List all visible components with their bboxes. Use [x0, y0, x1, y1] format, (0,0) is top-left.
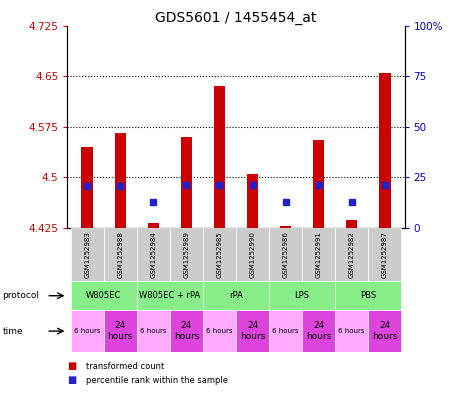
- Bar: [280, 226, 292, 228]
- Bar: [114, 134, 126, 228]
- Text: PBS: PBS: [360, 291, 376, 300]
- Text: time: time: [2, 327, 23, 336]
- Title: GDS5601 / 1455454_at: GDS5601 / 1455454_at: [155, 11, 317, 24]
- Bar: [180, 137, 192, 228]
- Text: ■: ■: [67, 375, 77, 386]
- Bar: [247, 174, 258, 228]
- Text: GSM1252991: GSM1252991: [316, 231, 322, 278]
- Text: GSM1252989: GSM1252989: [183, 231, 189, 278]
- Bar: [170, 228, 203, 281]
- Text: 6 hours: 6 hours: [206, 328, 232, 334]
- Text: 24
hours: 24 hours: [107, 321, 133, 341]
- Text: 6 hours: 6 hours: [140, 328, 166, 334]
- Bar: [269, 228, 302, 281]
- Bar: [269, 310, 302, 352]
- Text: 24
hours: 24 hours: [174, 321, 199, 341]
- Bar: [368, 310, 401, 352]
- Bar: [137, 281, 203, 310]
- Text: GSM1252985: GSM1252985: [217, 231, 222, 278]
- Bar: [71, 228, 104, 281]
- Text: W805EC + rPA: W805EC + rPA: [139, 291, 200, 300]
- Bar: [203, 310, 236, 352]
- Text: transformed count: transformed count: [86, 362, 164, 371]
- Text: GSM1252983: GSM1252983: [84, 231, 90, 278]
- Bar: [335, 228, 368, 281]
- Text: GSM1252990: GSM1252990: [250, 231, 255, 278]
- Bar: [104, 310, 137, 352]
- Text: W805EC: W805EC: [86, 291, 121, 300]
- Bar: [379, 73, 391, 228]
- Text: GSM1252982: GSM1252982: [349, 231, 355, 278]
- Text: 24
hours: 24 hours: [240, 321, 265, 341]
- Text: ■: ■: [67, 361, 77, 371]
- Bar: [269, 281, 335, 310]
- Text: GSM1252988: GSM1252988: [117, 231, 123, 278]
- Bar: [346, 220, 358, 228]
- Text: protocol: protocol: [2, 291, 40, 300]
- Bar: [368, 228, 401, 281]
- Text: rPA: rPA: [229, 291, 243, 300]
- Bar: [313, 140, 325, 228]
- Bar: [170, 310, 203, 352]
- Text: GSM1252986: GSM1252986: [283, 231, 289, 278]
- Bar: [214, 86, 225, 228]
- Bar: [236, 310, 269, 352]
- Bar: [335, 310, 368, 352]
- Bar: [147, 223, 159, 228]
- Bar: [104, 228, 137, 281]
- Bar: [137, 228, 170, 281]
- Bar: [203, 281, 269, 310]
- Text: 6 hours: 6 hours: [74, 328, 100, 334]
- Bar: [71, 310, 104, 352]
- Text: GSM1252984: GSM1252984: [150, 231, 156, 278]
- Bar: [236, 228, 269, 281]
- Text: LPS: LPS: [295, 291, 310, 300]
- Bar: [335, 281, 401, 310]
- Bar: [302, 310, 335, 352]
- Text: 24
hours: 24 hours: [306, 321, 331, 341]
- Text: GSM1252987: GSM1252987: [382, 231, 388, 278]
- Bar: [81, 147, 93, 228]
- Bar: [71, 281, 137, 310]
- Bar: [137, 310, 170, 352]
- Text: 6 hours: 6 hours: [339, 328, 365, 334]
- Text: 24
hours: 24 hours: [372, 321, 398, 341]
- Text: 6 hours: 6 hours: [272, 328, 299, 334]
- Bar: [203, 228, 236, 281]
- Bar: [302, 228, 335, 281]
- Text: percentile rank within the sample: percentile rank within the sample: [86, 376, 228, 385]
